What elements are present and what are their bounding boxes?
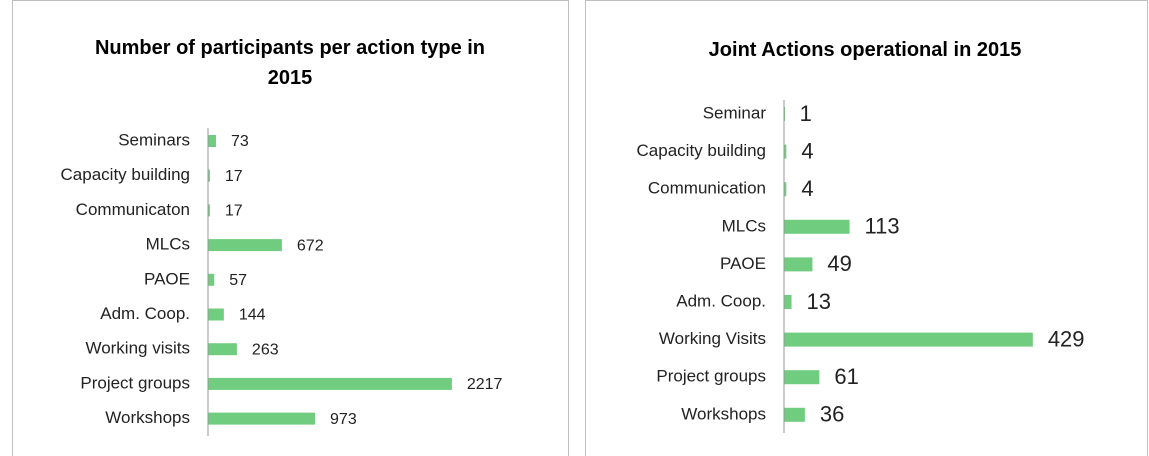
y-tick-label: Workshops: [105, 408, 190, 427]
value-label: 2217: [467, 376, 503, 393]
y-tick-label: Working visits: [85, 339, 190, 358]
bar: [208, 377, 452, 390]
bar: [208, 169, 210, 182]
value-label: 429: [1048, 326, 1085, 351]
y-tick-label: Adm. Coop.: [100, 304, 190, 323]
y-tick-label: Capacity building: [61, 165, 190, 184]
value-label: 13: [807, 289, 831, 314]
value-label: 4: [801, 138, 813, 163]
y-tick-label: Seminars: [118, 130, 190, 149]
value-label: 672: [297, 237, 324, 254]
bar: [784, 144, 787, 159]
panel: [12, 0, 569, 456]
y-tick-label: Seminar: [703, 103, 767, 122]
value-label: 973: [330, 411, 357, 428]
value-label: 4: [801, 176, 813, 201]
bar: [784, 332, 1033, 347]
y-tick-label: MLCs: [722, 216, 766, 235]
y-tick-label: Adm. Coop.: [676, 291, 766, 310]
y-tick-label: Project groups: [656, 367, 766, 386]
bar: [784, 370, 820, 385]
bar: [208, 412, 316, 425]
y-tick-label: Communicaton: [76, 200, 190, 219]
y-tick-label: Capacity building: [637, 141, 766, 160]
bar: [208, 239, 282, 252]
value-label: 1: [800, 101, 812, 126]
bar: [208, 135, 217, 147]
value-label: 49: [827, 251, 851, 276]
bar: [784, 295, 792, 309]
value-label: 113: [865, 214, 900, 239]
bar: [208, 273, 215, 286]
bar: [208, 204, 210, 217]
value-label: 17: [225, 203, 243, 220]
value-label: 61: [834, 364, 858, 389]
bar: [784, 182, 787, 197]
bar: [784, 257, 813, 272]
value-label: 73: [231, 133, 249, 150]
bar: [784, 407, 805, 422]
bar: [208, 343, 237, 356]
value-label: 144: [239, 307, 266, 324]
y-tick-label: PAOE: [144, 269, 190, 288]
chart-title: Joint Actions operational in 2015: [708, 39, 1022, 61]
chart-title: Number of participants per action type i…: [94, 37, 486, 89]
value-label: 57: [229, 272, 247, 289]
panel: [585, 0, 1148, 456]
y-tick-label: MLCs: [146, 235, 190, 254]
bar: [208, 308, 224, 321]
bar: [784, 219, 850, 234]
y-tick-label: PAOE: [720, 254, 766, 273]
y-tick-label: Project groups: [80, 373, 190, 392]
y-tick-label: Working Visits: [659, 329, 766, 348]
value-label: 17: [225, 168, 243, 185]
y-tick-label: Workshops: [681, 404, 766, 423]
y-tick-label: Communication: [648, 179, 766, 198]
value-label: 263: [252, 341, 279, 358]
value-label: 36: [820, 402, 844, 427]
